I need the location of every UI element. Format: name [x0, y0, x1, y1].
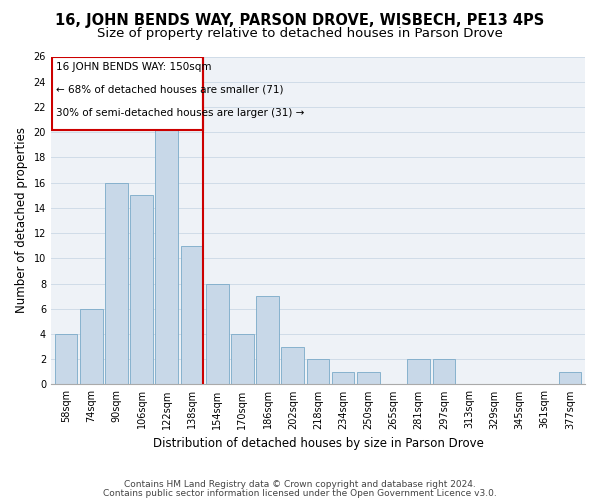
- X-axis label: Distribution of detached houses by size in Parson Drove: Distribution of detached houses by size …: [152, 437, 484, 450]
- Text: Size of property relative to detached houses in Parson Drove: Size of property relative to detached ho…: [97, 28, 503, 40]
- Bar: [357, 372, 380, 384]
- Text: Contains public sector information licensed under the Open Government Licence v3: Contains public sector information licen…: [103, 489, 497, 498]
- Bar: [332, 372, 355, 384]
- Bar: [206, 284, 229, 384]
- Text: 30% of semi-detached houses are larger (31) →: 30% of semi-detached houses are larger (…: [56, 108, 304, 118]
- Text: 16, JOHN BENDS WAY, PARSON DROVE, WISBECH, PE13 4PS: 16, JOHN BENDS WAY, PARSON DROVE, WISBEC…: [55, 12, 545, 28]
- Bar: [181, 246, 203, 384]
- Text: 16 JOHN BENDS WAY: 150sqm: 16 JOHN BENDS WAY: 150sqm: [56, 62, 211, 72]
- Bar: [559, 372, 581, 384]
- Bar: [407, 359, 430, 384]
- Bar: [130, 195, 153, 384]
- Text: Contains HM Land Registry data © Crown copyright and database right 2024.: Contains HM Land Registry data © Crown c…: [124, 480, 476, 489]
- Bar: [105, 182, 128, 384]
- Bar: [281, 346, 304, 385]
- Text: ← 68% of detached houses are smaller (71): ← 68% of detached houses are smaller (71…: [56, 85, 283, 95]
- Y-axis label: Number of detached properties: Number of detached properties: [15, 128, 28, 314]
- Bar: [433, 359, 455, 384]
- Bar: [155, 107, 178, 384]
- Bar: [256, 296, 279, 384]
- Bar: [80, 309, 103, 384]
- Bar: [55, 334, 77, 384]
- Bar: [231, 334, 254, 384]
- Bar: [307, 359, 329, 384]
- FancyBboxPatch shape: [52, 56, 203, 130]
